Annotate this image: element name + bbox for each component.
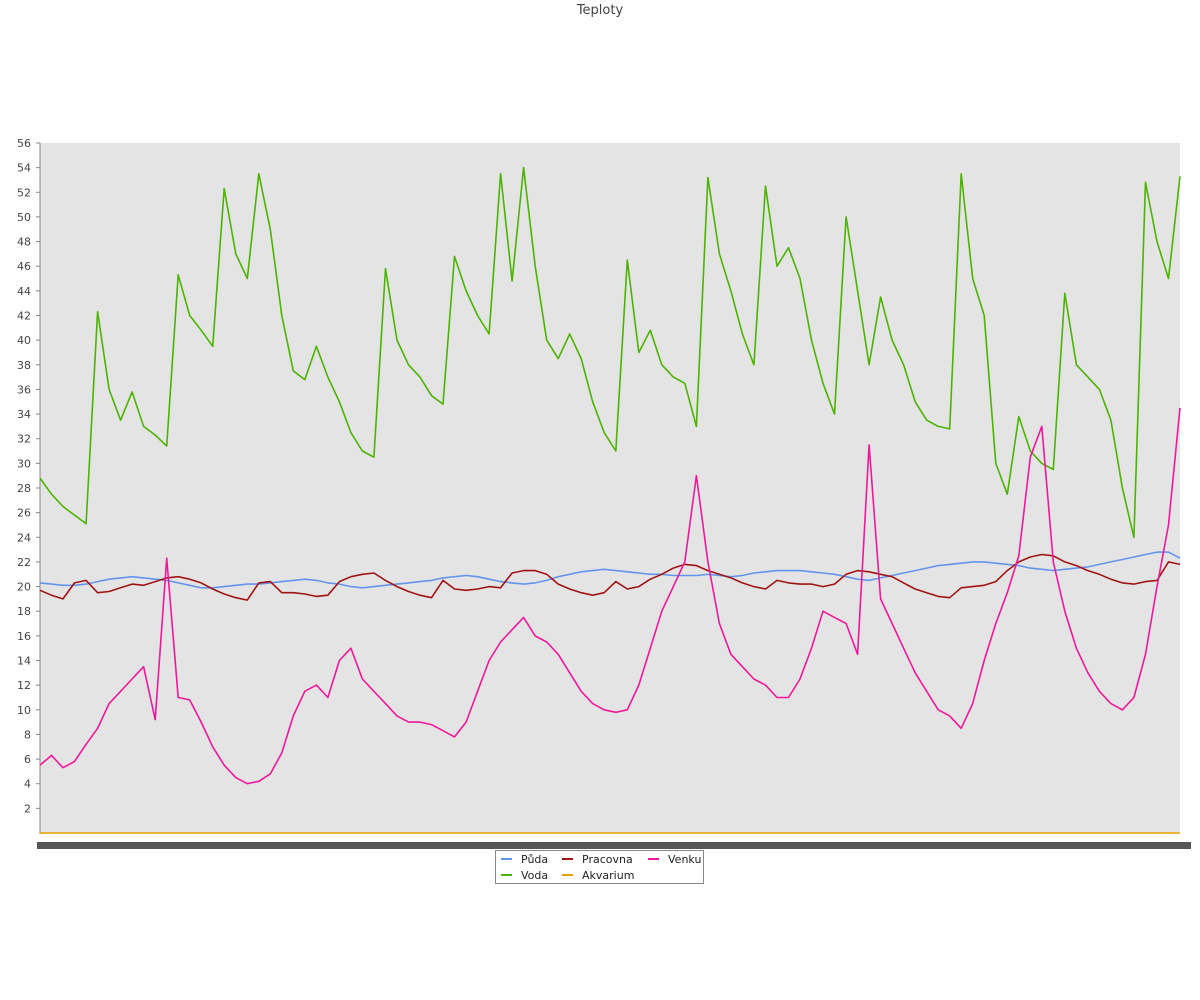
x-axis-scrollbar[interactable] [37,842,1191,849]
plot-area [40,143,1180,833]
y-axis: 2468101214161820222426283032343638404244… [17,137,40,815]
legend-item-4: Venku [648,853,701,867]
y-tick-label: 28 [17,482,31,495]
y-tick-label: 44 [17,285,31,298]
legend-swatch [562,858,573,860]
y-tick-label: 52 [17,186,31,199]
y-tick-label: 40 [17,334,31,347]
y-tick-label: 34 [17,408,31,421]
y-tick-label: 42 [17,310,31,323]
series-group [39,166,1181,834]
y-tick-label: 24 [17,531,31,544]
legend-swatch [501,874,512,876]
y-tick-label: 16 [17,630,31,643]
y-tick-label: 26 [17,507,31,520]
y-tick-label: 6 [24,753,31,766]
chart-title: Teploty [576,3,624,18]
y-tick-label: 36 [17,383,31,396]
series-line-0 [39,551,1181,589]
y-tick-label: 18 [17,605,31,618]
y-tick-label: 20 [17,581,31,594]
y-tick-label: 48 [17,236,31,249]
y-tick-label: 10 [17,704,31,717]
y-tick-label: 32 [17,433,31,446]
y-tick-label: 54 [17,162,31,175]
legend: Půda Voda Pracovna Akvarium Venku [495,850,704,884]
y-tick-label: 22 [17,556,31,569]
y-tick-label: 14 [17,655,31,668]
y-tick-label: 8 [24,728,31,741]
y-tick-label: 56 [17,137,31,150]
legend-label: Voda [521,869,549,882]
legend-label: Akvarium [582,869,635,882]
y-tick-label: 12 [17,679,31,692]
legend-item-3: Akvarium [562,869,634,883]
y-tick-label: 30 [17,457,31,470]
legend-item-1: Voda [501,869,548,883]
y-tick-label: 4 [24,778,31,791]
legend-item-2: Pracovna [562,853,633,867]
series-line-2 [39,553,1181,601]
legend-item-0: Půda [501,853,548,867]
y-tick-label: 38 [17,359,31,372]
series-line-4 [39,407,1181,785]
legend-swatch [562,874,573,876]
series-line-1 [39,166,1181,539]
legend-label: Půda [521,853,549,866]
y-tick-label: 2 [24,802,31,815]
y-tick-label: 50 [17,211,31,224]
legend-label: Venku [668,853,702,866]
legend-swatch [501,858,512,860]
y-tick-label: 46 [17,260,31,273]
legend-label: Pracovna [582,853,633,866]
legend-swatch [648,858,659,860]
